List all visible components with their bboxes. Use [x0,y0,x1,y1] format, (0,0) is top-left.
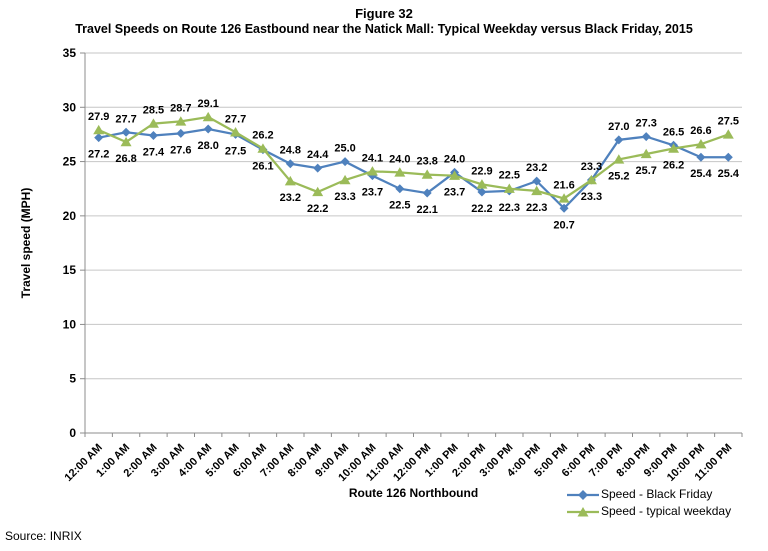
svg-text:26.1: 26.1 [252,161,273,173]
y-axis-title: Travel speed (MPH) [19,187,33,299]
x-axis-title: Route 126 Northbound [348,486,479,500]
svg-text:29.1: 29.1 [197,98,218,110]
svg-text:27.2: 27.2 [88,149,109,161]
svg-text:23.3: 23.3 [581,161,602,173]
svg-text:25.4: 25.4 [690,168,712,180]
svg-text:23.3: 23.3 [334,191,355,203]
svg-text:27.4: 27.4 [143,147,165,159]
svg-text:27.5: 27.5 [718,115,739,127]
svg-text:20.7: 20.7 [553,219,574,231]
svg-text:27.6: 27.6 [170,144,191,156]
svg-text:21.6: 21.6 [553,179,574,191]
svg-text:27.5: 27.5 [225,145,246,157]
svg-text:5: 5 [69,372,76,386]
svg-text:26.6: 26.6 [690,125,711,137]
svg-text:27.0: 27.0 [608,121,629,133]
svg-text:24.0: 24.0 [444,153,465,165]
svg-text:35: 35 [63,46,77,60]
svg-text:28.0: 28.0 [197,140,218,152]
svg-text:28.5: 28.5 [143,105,164,117]
source-note: Source: INRIX [5,529,82,543]
svg-text:25.2: 25.2 [608,170,629,182]
svg-text:23.7: 23.7 [362,187,383,199]
legend-item-black-friday: Speed - Black Friday [566,485,731,502]
svg-text:23.3: 23.3 [581,191,602,203]
svg-text:22.3: 22.3 [499,202,520,214]
svg-text:27.7: 27.7 [225,113,246,125]
legend-label: Speed - Black Friday [601,486,713,501]
svg-text:25.7: 25.7 [635,165,656,177]
svg-text:27.9: 27.9 [88,111,109,123]
svg-text:26.8: 26.8 [115,153,136,165]
svg-text:23.8: 23.8 [416,156,437,168]
svg-text:22.2: 22.2 [471,203,492,215]
typical-weekday-line-marker-icon [566,505,600,517]
svg-text:26.5: 26.5 [663,126,684,138]
svg-text:22.2: 22.2 [307,203,328,215]
black-friday-line-marker-icon [566,488,600,500]
svg-text:30: 30 [63,100,77,114]
legend-label: Speed - typical weekday [601,503,732,518]
svg-text:24.1: 24.1 [362,152,383,164]
legend-item-typical-weekday: Speed - typical weekday [566,502,731,519]
svg-text:22.3: 22.3 [526,202,547,214]
svg-text:28.7: 28.7 [170,102,191,114]
svg-text:0: 0 [69,426,76,440]
svg-text:22.1: 22.1 [416,204,437,216]
figure-subtitle: Travel Speeds on Route 126 Eastbound nea… [75,22,693,36]
svg-text:22.5: 22.5 [499,170,520,182]
svg-text:15: 15 [63,263,77,277]
svg-text:26.2: 26.2 [252,130,273,142]
svg-text:23.2: 23.2 [526,162,547,174]
svg-text:27.3: 27.3 [635,118,656,130]
figure-title: Figure 32 [355,6,413,21]
svg-text:25.4: 25.4 [718,168,740,180]
chart-legend: Speed - Black Friday Speed - typical wee… [566,485,731,519]
svg-text:24.4: 24.4 [307,149,329,161]
svg-text:24.0: 24.0 [389,153,410,165]
svg-text:25: 25 [63,155,77,169]
svg-text:23.2: 23.2 [280,192,301,204]
svg-text:10: 10 [63,317,77,331]
svg-text:27.7: 27.7 [115,113,136,125]
svg-text:22.5: 22.5 [389,200,410,212]
svg-text:25.0: 25.0 [334,143,355,155]
svg-text:20: 20 [63,209,77,223]
svg-text:12:00 AM: 12:00 AM [62,442,104,484]
svg-text:26.2: 26.2 [663,160,684,172]
svg-text:22.9: 22.9 [471,165,492,177]
svg-text:24.8: 24.8 [280,145,301,157]
svg-text:23.7: 23.7 [444,187,465,199]
